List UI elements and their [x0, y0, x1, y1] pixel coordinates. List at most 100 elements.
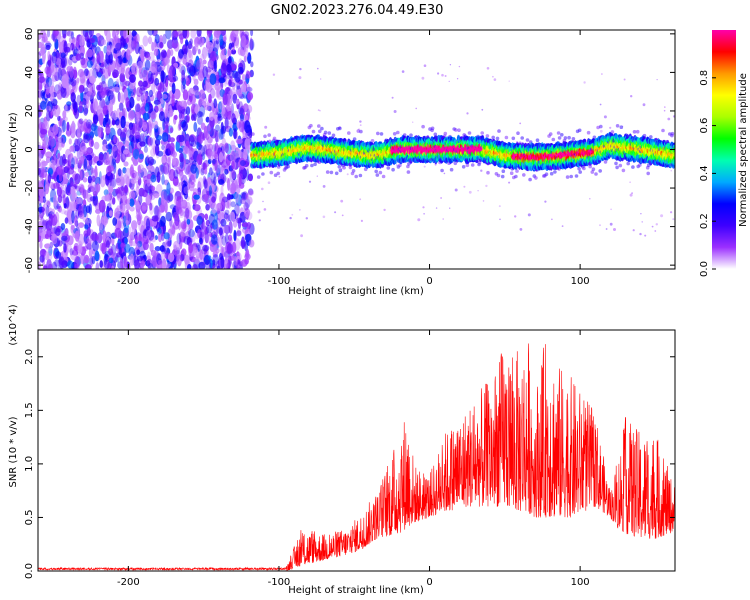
noise-cell — [173, 30, 179, 38]
noise-cell — [391, 96, 394, 99]
noise-cell — [194, 104, 201, 112]
noise-cell — [139, 141, 146, 147]
noise-cell — [299, 67, 302, 71]
noise-cell — [124, 237, 128, 245]
noise-cell — [134, 171, 141, 181]
noise-cell — [161, 94, 168, 99]
band-cell — [327, 131, 332, 135]
noise-cell — [190, 30, 197, 39]
noise-cell — [116, 50, 122, 57]
noise-cell — [171, 156, 177, 166]
noise-cell — [241, 236, 245, 249]
noise-cell — [118, 111, 123, 117]
noise-cell — [197, 181, 202, 194]
noise-cell — [108, 44, 113, 55]
noise-cell — [67, 260, 74, 269]
noise-cell — [57, 67, 63, 81]
noise-cell — [298, 76, 302, 80]
noise-cell — [116, 57, 120, 71]
noise-cell — [660, 214, 664, 218]
noise-cell — [212, 158, 217, 164]
noise-cell — [69, 248, 74, 256]
noise-cell — [154, 77, 160, 86]
noise-cell — [62, 33, 67, 39]
noise-cell — [105, 240, 110, 248]
noise-cell — [258, 219, 261, 222]
noise-cell — [605, 228, 608, 230]
noise-cell — [142, 99, 146, 108]
noise-cell — [242, 49, 249, 59]
noise-cell — [155, 205, 159, 217]
band-cell — [379, 132, 384, 136]
noise-cell — [42, 220, 49, 226]
noise-cell — [527, 213, 531, 217]
noise-cell — [454, 188, 458, 192]
noise-cell — [46, 109, 51, 122]
noise-cell — [81, 72, 87, 83]
noise-cell — [146, 178, 151, 187]
noise-cell — [223, 36, 227, 42]
noise-cell — [247, 52, 252, 64]
noise-cell — [94, 165, 98, 178]
noise-cell — [214, 144, 218, 153]
noise-cell — [60, 209, 67, 215]
band-cell — [392, 132, 397, 136]
noise-cell — [222, 92, 228, 106]
noise-cell — [187, 43, 193, 49]
noise-cell — [359, 120, 362, 123]
noise-cell — [201, 46, 208, 60]
noise-cell — [137, 60, 143, 70]
noise-cell — [468, 190, 472, 194]
noise-cell — [159, 35, 164, 43]
noise-cell — [86, 59, 93, 68]
noise-cell — [224, 168, 229, 175]
band-cell — [386, 166, 391, 170]
noise-cell — [49, 181, 54, 189]
noise-cell — [210, 171, 216, 184]
noise-cell — [613, 228, 616, 231]
noise-cell — [213, 59, 218, 73]
noise-cell — [215, 248, 220, 254]
noise-cell — [117, 168, 122, 177]
noise-cell — [112, 197, 116, 205]
noise-cell — [236, 204, 240, 215]
noise-cell — [80, 70, 84, 79]
noise-cell — [155, 143, 160, 156]
noise-cell — [230, 182, 237, 195]
noise-cell — [75, 53, 82, 61]
noise-cell — [599, 103, 602, 106]
noise-cell — [166, 182, 171, 195]
noise-cell — [202, 244, 210, 252]
noise-cell — [124, 80, 131, 87]
band-cell — [342, 165, 346, 170]
noise-cell — [519, 228, 523, 231]
noise-cell — [58, 137, 64, 144]
noise-cell — [65, 148, 72, 159]
noise-cell — [641, 221, 643, 223]
noise-cell — [130, 178, 137, 184]
noise-cell — [198, 89, 206, 102]
noise-cell — [64, 217, 69, 224]
noise-cell — [159, 41, 164, 49]
noise-cell — [154, 34, 160, 44]
noise-cell — [214, 157, 218, 171]
noise-cell — [204, 83, 210, 91]
noise-cell — [162, 33, 167, 45]
noise-cell — [58, 205, 62, 213]
noise-cell — [48, 213, 53, 227]
band-cell — [381, 174, 386, 179]
noise-cell — [227, 105, 233, 112]
noise-cell — [70, 224, 75, 231]
noise-cell — [317, 67, 319, 70]
noise-cell — [131, 30, 137, 37]
noise-cell — [209, 111, 215, 121]
noise-cell — [198, 261, 206, 269]
noise-cell — [103, 189, 109, 196]
noise-cell — [94, 64, 100, 73]
band-cell — [267, 133, 272, 137]
noise-cell — [173, 88, 181, 100]
noise-cell — [147, 70, 153, 82]
noise-cell — [458, 65, 461, 68]
noise-cell — [74, 138, 81, 152]
noise-cell — [193, 204, 201, 212]
